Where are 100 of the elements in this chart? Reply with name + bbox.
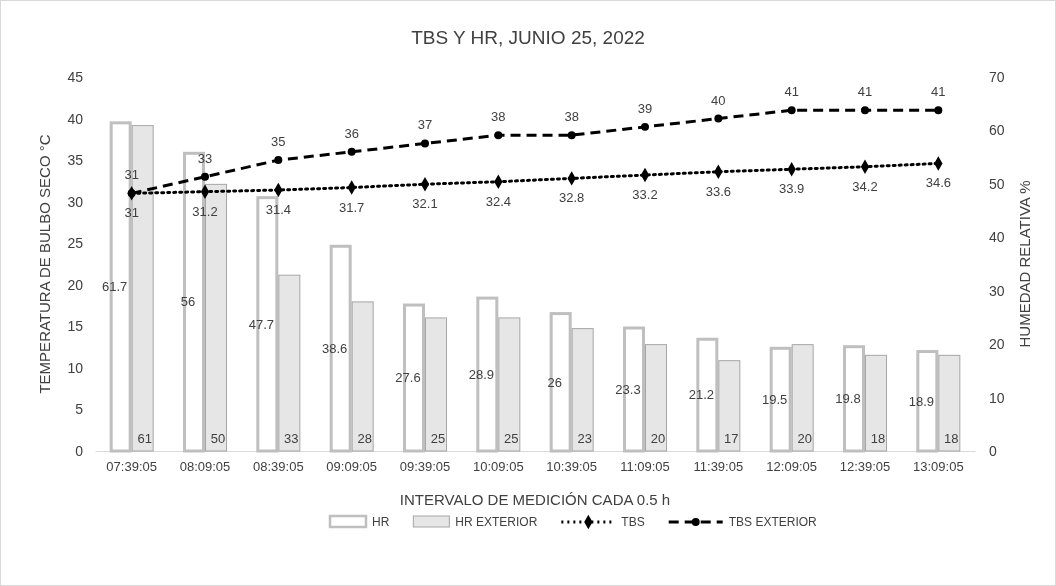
data-label: 23 [577,431,592,446]
y-tick-label: 20 [67,276,84,293]
x-tick-label: 09:09:05 [326,458,377,474]
x-tick-label: 09:39:05 [399,458,451,474]
point [274,156,283,165]
y-tick-label: 40 [67,110,84,127]
legend-label: TBS EXTERIOR [728,515,818,529]
data-label: 33.6 [705,183,731,199]
y2-tick-label: 10 [989,389,1005,406]
data-label: 20 [797,431,812,446]
bar [645,344,667,452]
point [127,189,136,198]
data-label: 19.8 [835,391,861,407]
bar [571,328,594,452]
y-tick-label: 45 [67,68,84,85]
point [934,106,943,115]
x-tick-label: 10:09:05 [473,458,524,474]
bar [718,360,741,452]
data-label: 41 [857,84,873,100]
data-label: 41 [784,84,799,100]
point [567,131,576,140]
data-label: 20 [650,431,666,446]
data-label: 33.9 [779,181,805,197]
legend-label: TBS [621,515,645,529]
data-label: 31 [124,205,139,221]
point [641,122,649,131]
data-label: 25 [504,431,519,446]
data-label: 28 [357,431,372,446]
point [201,172,209,181]
point [421,139,429,148]
data-label: 38 [564,109,579,125]
y2-tick-label: 30 [989,282,1005,299]
legend-label: HR [372,515,390,529]
data-label: 34.6 [925,175,951,191]
y-tick-label: 25 [67,235,84,252]
data-label: 32.4 [485,193,511,209]
bar [938,354,961,452]
y2-tick-label: 70 [989,68,1005,85]
y2-tick-label: 20 [989,336,1005,353]
x-tick-label: 08:09:05 [179,458,231,474]
x-tick-label: 10:39:05 [546,458,597,474]
y2-axis-title: HUMEDAD RELATIVA % [1016,180,1033,348]
x-tick-label: 12:39:05 [839,458,891,474]
x-tick-label: 11:09:05 [620,458,670,474]
data-label: 25 [430,431,446,446]
bar [425,317,447,452]
data-label: 27.6 [395,370,421,386]
data-label: 33 [284,431,299,446]
y-tick-label: 35 [67,152,84,169]
data-label: 21.2 [688,387,714,403]
data-label: 39 [637,100,653,116]
data-label: 61.7 [102,279,128,295]
data-label: 31.4 [265,202,291,218]
data-label: 28.9 [468,366,494,382]
point [787,106,796,115]
x-tick-label: 12:09:05 [766,458,817,474]
data-label: 34.2 [852,178,878,194]
data-label: 23.3 [615,381,641,397]
data-label: 38 [491,109,506,125]
x-tick-label: 11:39:05 [693,458,744,474]
y2-tick-label: 50 [989,175,1005,192]
data-label: 31.7 [339,199,365,215]
data-label: 31 [124,167,139,183]
data-label: 40 [711,92,726,108]
y-tick-label: 15 [67,318,84,335]
data-label: 18 [944,431,959,446]
y2-tick-label: 60 [989,122,1005,139]
data-label: 50 [210,431,226,446]
y2-tick-label: 40 [989,229,1005,246]
x-axis-title: INTERVALO DE MEDICIÓN CADA 0.5 h [399,491,671,508]
bar [549,312,572,453]
data-label: 33 [197,150,213,166]
data-label: 19.5 [762,391,788,407]
data-label: 33.2 [632,187,658,203]
y-tick-label: 0 [75,442,84,459]
x-tick-label: 08:39:05 [253,458,304,474]
data-label: 36 [344,125,359,141]
data-label: 61 [137,431,152,446]
point [347,147,356,156]
point [714,114,723,123]
data-label: 18 [870,431,886,446]
y-tick-label: 10 [67,359,84,376]
data-label: 18.9 [908,393,934,409]
data-label: 31.2 [192,203,218,219]
bar [791,344,814,452]
data-label: 56 [180,294,196,310]
data-label: 47.7 [248,316,274,332]
y-axis-title: TEMPERATURA DE BULBO SECO °C [36,134,53,394]
point [494,131,503,140]
bar [865,354,887,452]
data-label: 32.8 [559,190,585,206]
x-tick-label: 13:09:05 [913,458,964,474]
y-tick-label: 5 [75,401,84,418]
y2-tick-label: 0 [989,442,997,459]
data-label: 35 [271,134,286,150]
bar [351,301,374,452]
data-label: 37 [417,117,433,133]
x-tick-label: 07:39:05 [106,458,157,474]
data-label: 41 [931,84,946,100]
bar [278,274,301,452]
